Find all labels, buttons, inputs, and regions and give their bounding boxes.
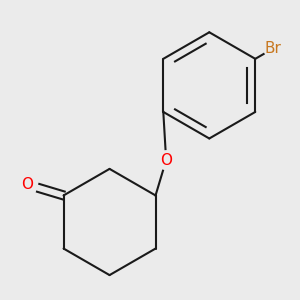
- Text: Br: Br: [265, 41, 282, 56]
- Text: O: O: [160, 153, 172, 168]
- Text: O: O: [21, 177, 33, 192]
